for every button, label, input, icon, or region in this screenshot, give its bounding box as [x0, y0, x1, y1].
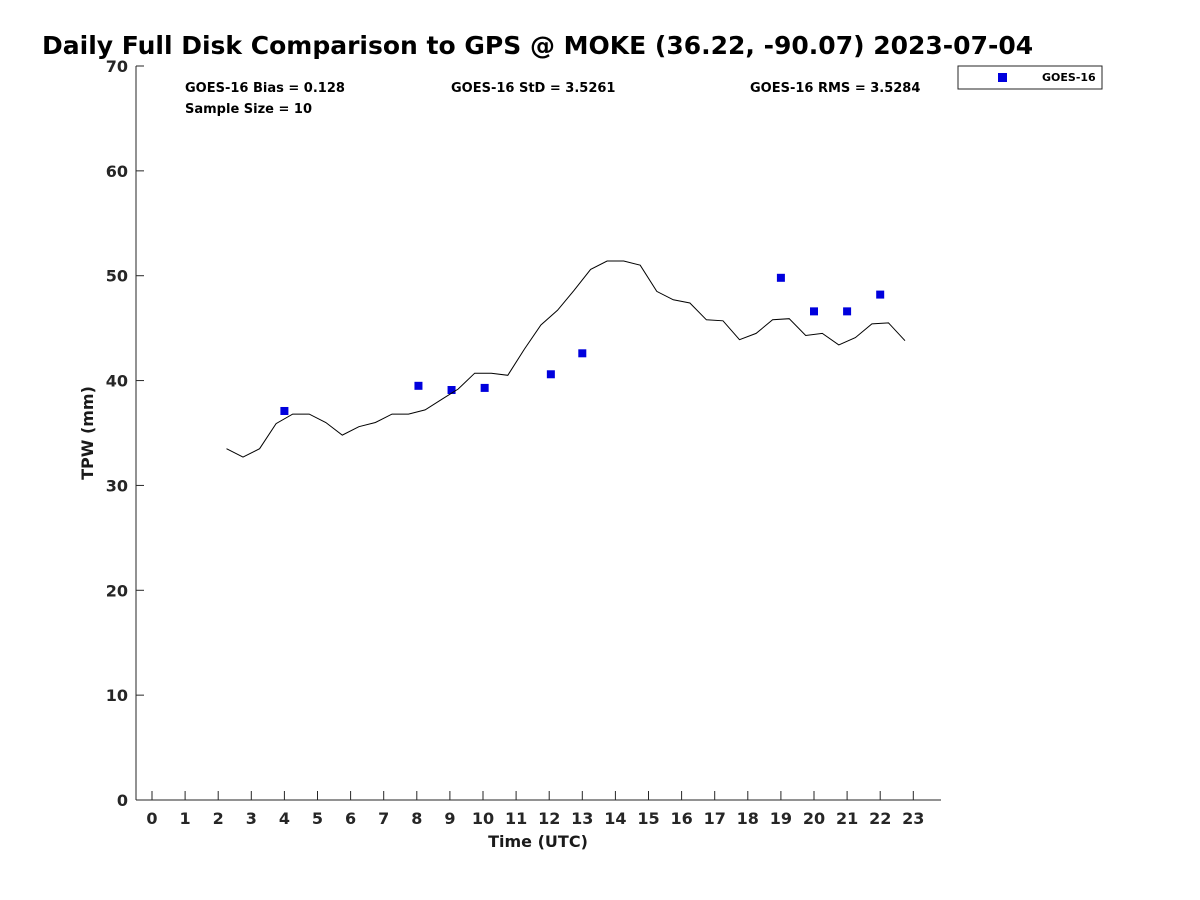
x-tick-label: 11	[505, 809, 527, 828]
x-tick-label: 14	[604, 809, 626, 828]
x-tick-label: 13	[571, 809, 593, 828]
y-tick-label: 40	[106, 372, 128, 391]
gps-tpw-line	[226, 260, 906, 458]
y-tick-label: 30	[106, 476, 128, 495]
x-tick-label: 4	[279, 809, 290, 828]
x-axis-label: Time (UTC)	[488, 832, 588, 851]
y-tick-label: 10	[106, 686, 128, 705]
x-tick-label: 1	[180, 809, 191, 828]
x-tick-label: 10	[472, 809, 494, 828]
legend-marker-goes16	[998, 73, 1007, 82]
sample-size-stat: Sample Size = 10	[185, 102, 312, 117]
x-tick-label: 0	[146, 809, 157, 828]
y-ticks: 0 10 20 30 40 50 60 70	[106, 57, 144, 810]
goes16-point-3	[480, 383, 489, 392]
chart-title: Daily Full Disk Comparison to GPS @ MOKE…	[42, 31, 1033, 60]
x-tick-label: 2	[213, 809, 224, 828]
plot-axes	[135, 66, 941, 801]
legend-label-goes16: GOES-16	[1042, 71, 1096, 84]
legend-box	[957, 65, 1103, 90]
x-tick-label: 18	[737, 809, 759, 828]
goes16-point-8	[843, 307, 852, 316]
goes16-point-9	[876, 290, 885, 299]
x-tick-label: 3	[246, 809, 257, 828]
stats-annotations: GOES-16 Bias = 0.128 Sample Size = 10 GO…	[185, 81, 920, 117]
x-tick-label: 22	[869, 809, 891, 828]
bias-stat: GOES-16 Bias = 0.128	[185, 81, 345, 96]
x-tick-label: 5	[312, 809, 323, 828]
x-tick-label: 8	[411, 809, 422, 828]
x-tick-label: 7	[378, 809, 389, 828]
x-tick-label: 15	[637, 809, 659, 828]
x-tick-label: 6	[345, 809, 356, 828]
goes16-point-0	[280, 406, 289, 415]
x-tick-label: 19	[770, 809, 792, 828]
x-tick-label: 20	[803, 809, 825, 828]
x-ticks: 0 1 2 3 4 5 6 7 8 9 10 11 12 13 14 15 16 17 18 19 20 21 22 23	[146, 791, 924, 828]
x-tick-label: 23	[902, 809, 924, 828]
x-tick-label: 16	[670, 809, 692, 828]
goes16-point-4	[546, 370, 555, 379]
x-tick-label: 9	[444, 809, 455, 828]
x-tick-label: 12	[538, 809, 560, 828]
y-tick-label: 60	[106, 162, 128, 181]
goes16-point-7	[810, 307, 818, 316]
x-tick-label: 21	[836, 809, 858, 828]
goes16-point-5	[578, 349, 587, 358]
y-tick-label: 50	[106, 267, 128, 286]
y-tick-label: 0	[117, 791, 128, 810]
y-tick-label: 20	[106, 581, 128, 600]
x-tick-label: 17	[704, 809, 726, 828]
goes16-point-6	[776, 273, 785, 282]
y-tick-label: 70	[106, 57, 128, 76]
legend: GOES-16	[957, 65, 1103, 90]
std-stat: GOES-16 StD = 3.5261	[451, 81, 615, 96]
plot-data	[226, 260, 906, 458]
y-axis-label: TPW (mm)	[78, 386, 97, 480]
rms-stat: GOES-16 RMS = 3.5284	[750, 81, 920, 96]
goes16-point-1	[414, 381, 423, 390]
goes16-point-2	[447, 386, 456, 395]
